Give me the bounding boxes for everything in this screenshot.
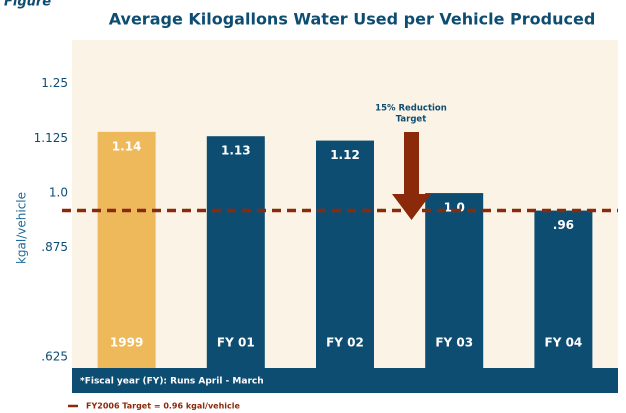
footnote: *Fiscal year (FY): Runs April - March (80, 377, 264, 387)
chart-title: Average Kilogallons Water Used per Vehic… (109, 10, 596, 29)
data-label: .96 (553, 218, 574, 232)
legend-label: FY2006 Target = 0.96 kgal/vehicle (86, 402, 241, 411)
bar (316, 140, 374, 368)
bar (425, 193, 484, 368)
annotation: Target (396, 115, 427, 125)
footnote-bar (72, 368, 618, 393)
x-tick-label: FY 01 (217, 336, 255, 350)
x-tick-label: FY 02 (326, 336, 364, 350)
y-tick-label: .875 (41, 240, 68, 254)
y-tick-label: 1.25 (41, 76, 68, 90)
annotation: 15% Reduction (375, 104, 447, 114)
figure-label: Figure (4, 0, 51, 10)
x-tick-label: FY 04 (545, 336, 583, 350)
x-tick-label: FY 03 (435, 336, 473, 350)
bar (97, 131, 156, 368)
y-tick-label: 1.125 (34, 131, 68, 145)
arrow-shaft (404, 132, 419, 194)
data-label: 1.14 (112, 139, 142, 153)
y-tick-label: .625 (41, 350, 68, 364)
x-tick-label: 1999 (110, 336, 143, 350)
data-label: 1.0 (444, 201, 465, 215)
bar (534, 210, 593, 368)
y-axis-label: kgal/vehicle (15, 192, 29, 264)
arrow-head (392, 194, 431, 220)
annotation-arrow (392, 132, 431, 220)
data-label: 1.12 (330, 148, 360, 162)
y-tick-label: 1.0 (49, 186, 68, 200)
data-label: 1.13 (221, 144, 251, 158)
bar (206, 136, 265, 368)
